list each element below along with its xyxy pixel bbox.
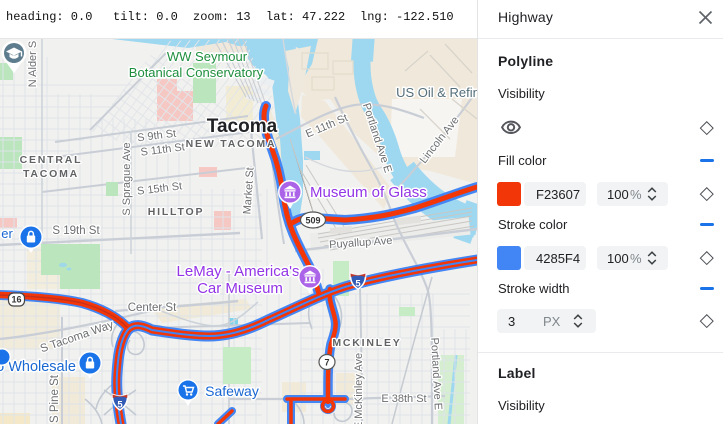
svg-text:o Wholesale: o Wholesale [0,359,76,375]
svg-text:CENTRAL: CENTRAL [20,154,83,166]
svg-text:Safeway: Safeway [205,383,259,399]
svg-text:Tacoma: Tacoma [207,116,278,137]
svg-text:N Alder S: N Alder S [27,41,39,87]
svg-text:S Sprague Ave: S Sprague Ave [121,142,133,215]
svg-text:16: 16 [11,295,21,305]
svg-text:Car Museum: Car Museum [197,280,283,297]
svg-text:509: 509 [305,216,320,226]
svg-text:Portland Ave E: Portland Ave E [428,337,444,410]
svg-text:E 38th St: E 38th St [381,393,426,405]
svg-text:Botanical Conservatory: Botanical Conservatory [129,65,264,80]
svg-text:er: er [1,226,13,241]
svg-text:HILLTOP: HILLTOP [148,206,205,218]
svg-text:TACOMA: TACOMA [23,168,79,180]
svg-text:Museum of Glass: Museum of Glass [310,184,427,201]
svg-text:Market St: Market St [241,167,256,215]
svg-text:LeMay - America's: LeMay - America's [177,263,300,280]
svg-text:US Oil & Refin: US Oil & Refin [396,85,477,100]
svg-text:WW Seymour: WW Seymour [167,49,248,64]
svg-text:MCKINLEY: MCKINLEY [332,337,401,349]
svg-text:NEW TACOMA: NEW TACOMA [186,138,277,150]
svg-text:5: 5 [355,279,361,290]
svg-text:E McKinley Ave: E McKinley Ave [353,353,365,424]
svg-text:S Pine St: S Pine St [49,374,61,423]
svg-text:Center St: Center St [128,302,177,314]
svg-text:S 19th St: S 19th St [52,225,100,237]
svg-text:Puyallup Ave: Puyallup Ave [329,235,393,251]
svg-text:5: 5 [117,400,123,411]
svg-text:7: 7 [324,358,329,368]
